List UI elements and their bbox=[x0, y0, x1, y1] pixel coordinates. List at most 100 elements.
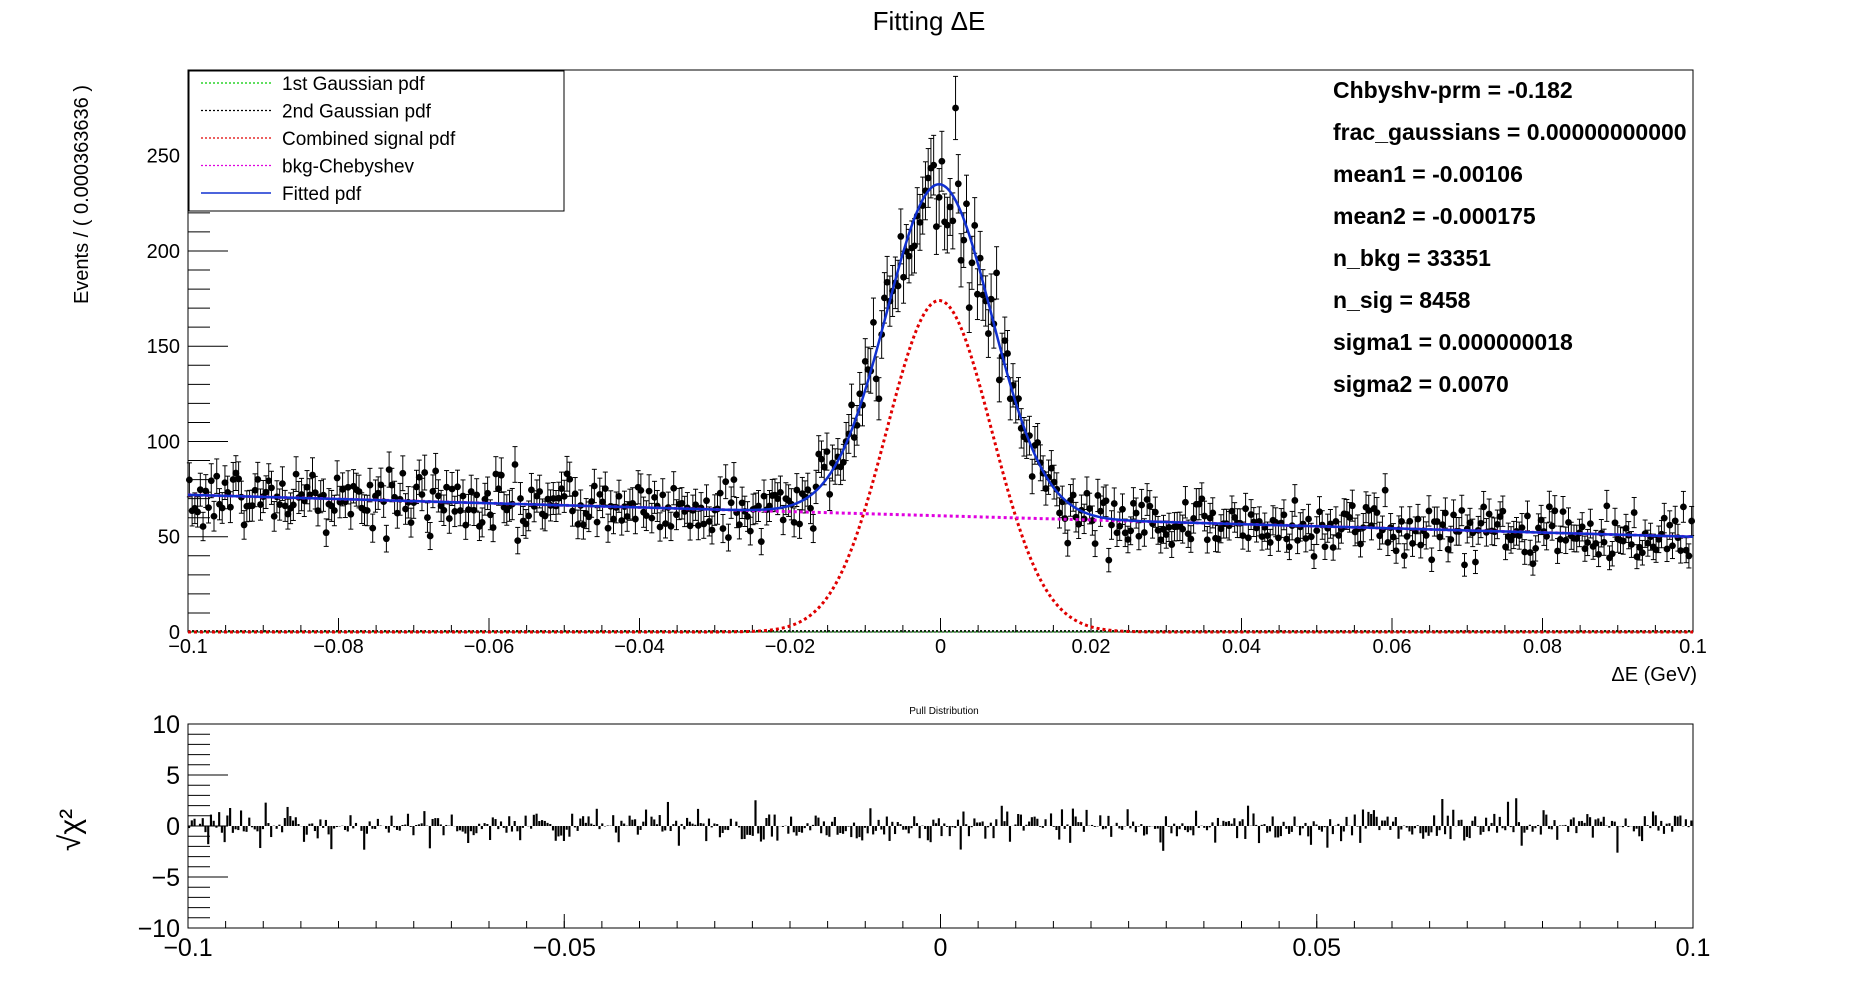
data-point bbox=[1157, 536, 1165, 544]
pull-bar bbox=[1252, 813, 1255, 826]
pull-bar bbox=[450, 814, 453, 826]
pull-bar bbox=[866, 826, 869, 834]
data-point bbox=[703, 497, 710, 505]
pull-bar bbox=[461, 826, 464, 832]
pull-bar bbox=[858, 826, 861, 838]
fit-parameter: mean2 = -0.000175 bbox=[1333, 203, 1536, 229]
pull-bar bbox=[776, 826, 779, 841]
pull-bar bbox=[445, 824, 448, 826]
data-point bbox=[662, 520, 669, 527]
pull-bar bbox=[1082, 826, 1085, 832]
pull-bar bbox=[423, 811, 426, 826]
pull-bar bbox=[915, 823, 919, 826]
data-point bbox=[905, 252, 913, 260]
pull-bar bbox=[841, 826, 845, 834]
pull-bar bbox=[475, 826, 478, 834]
pull-bar bbox=[1003, 821, 1006, 826]
data-point bbox=[678, 499, 686, 507]
pull-bar bbox=[943, 823, 946, 826]
pull-bar bbox=[1515, 798, 1518, 826]
data-point bbox=[528, 486, 535, 494]
pull-bar bbox=[1197, 826, 1200, 828]
pull-bar bbox=[283, 818, 286, 826]
data-point bbox=[1154, 526, 1162, 534]
pull-bar bbox=[1676, 816, 1679, 826]
pull-x-tick-label: 0.05 bbox=[1292, 934, 1341, 962]
pull-bar bbox=[1091, 824, 1094, 826]
data-point bbox=[1195, 500, 1203, 508]
data-point bbox=[1184, 530, 1192, 538]
data-point bbox=[924, 174, 932, 182]
pull-bar bbox=[710, 826, 713, 828]
pull-bar bbox=[1597, 818, 1600, 826]
data-point bbox=[1521, 548, 1529, 556]
pull-bar bbox=[1329, 819, 1332, 826]
pull-bar bbox=[387, 826, 390, 833]
pull-bar bbox=[1586, 814, 1589, 826]
pull-bar bbox=[1014, 824, 1017, 826]
pull-bar bbox=[1268, 826, 1271, 832]
pull-bar bbox=[557, 826, 560, 837]
pull-bar bbox=[748, 826, 752, 835]
pull-bar bbox=[798, 826, 801, 832]
pull-bar bbox=[1345, 816, 1348, 826]
pull-bar bbox=[1446, 815, 1449, 826]
pull-bar bbox=[907, 826, 910, 834]
data-point bbox=[1321, 543, 1329, 551]
data-point bbox=[946, 203, 954, 211]
pull-bar bbox=[1400, 826, 1403, 830]
pull-bar bbox=[702, 823, 705, 826]
data-point bbox=[1485, 510, 1493, 518]
data-point bbox=[443, 483, 450, 491]
pull-bar bbox=[1621, 826, 1624, 828]
pull-bar bbox=[1517, 822, 1521, 826]
pull-bar bbox=[699, 823, 702, 826]
pull-bar bbox=[880, 826, 883, 830]
data-point bbox=[968, 259, 976, 267]
data-point bbox=[1253, 524, 1260, 532]
pull-bar bbox=[209, 814, 213, 826]
pull-x-tick-label: −0.05 bbox=[533, 934, 596, 962]
data-point bbox=[870, 318, 877, 326]
pull-bar bbox=[620, 820, 623, 826]
pull-bar bbox=[1471, 820, 1474, 826]
pull-bar bbox=[1148, 826, 1151, 827]
pull-bar bbox=[1055, 826, 1058, 831]
pull-bar bbox=[1145, 826, 1148, 835]
data-point bbox=[648, 514, 656, 522]
data-point bbox=[735, 521, 743, 529]
pull-bar bbox=[1591, 826, 1594, 838]
data-point bbox=[1151, 508, 1159, 516]
pull-bar bbox=[242, 826, 245, 832]
fitted-pdf-curve bbox=[187, 183, 1694, 538]
pull-bar bbox=[724, 826, 727, 830]
pull-bar bbox=[456, 826, 459, 832]
data-point bbox=[1182, 498, 1189, 506]
data-point bbox=[1329, 544, 1337, 551]
data-point bbox=[861, 357, 869, 365]
pull-bar bbox=[1375, 816, 1378, 826]
legend-label: 1st Gaussian pdf bbox=[282, 74, 425, 95]
pull-bar bbox=[305, 826, 308, 835]
pull-bar bbox=[1558, 825, 1562, 826]
pull-bar bbox=[1121, 826, 1124, 830]
pull-bar bbox=[1285, 826, 1288, 829]
data-point bbox=[1652, 546, 1660, 554]
data-point bbox=[248, 502, 256, 510]
data-point bbox=[1294, 536, 1301, 544]
data-point bbox=[1307, 533, 1315, 541]
data-point bbox=[730, 476, 738, 483]
data-point bbox=[965, 304, 973, 312]
data-point bbox=[1143, 496, 1151, 503]
pull-bar bbox=[809, 826, 812, 831]
data-point bbox=[1669, 542, 1676, 550]
pull-bar bbox=[530, 826, 533, 829]
data-point bbox=[1332, 517, 1340, 525]
data-point bbox=[289, 501, 297, 509]
data-point bbox=[631, 515, 639, 523]
pull-bar bbox=[705, 826, 708, 842]
pull-bar bbox=[226, 815, 229, 826]
pull-bar bbox=[571, 813, 574, 826]
pull-bar bbox=[393, 826, 396, 828]
pull-bar bbox=[311, 823, 314, 826]
